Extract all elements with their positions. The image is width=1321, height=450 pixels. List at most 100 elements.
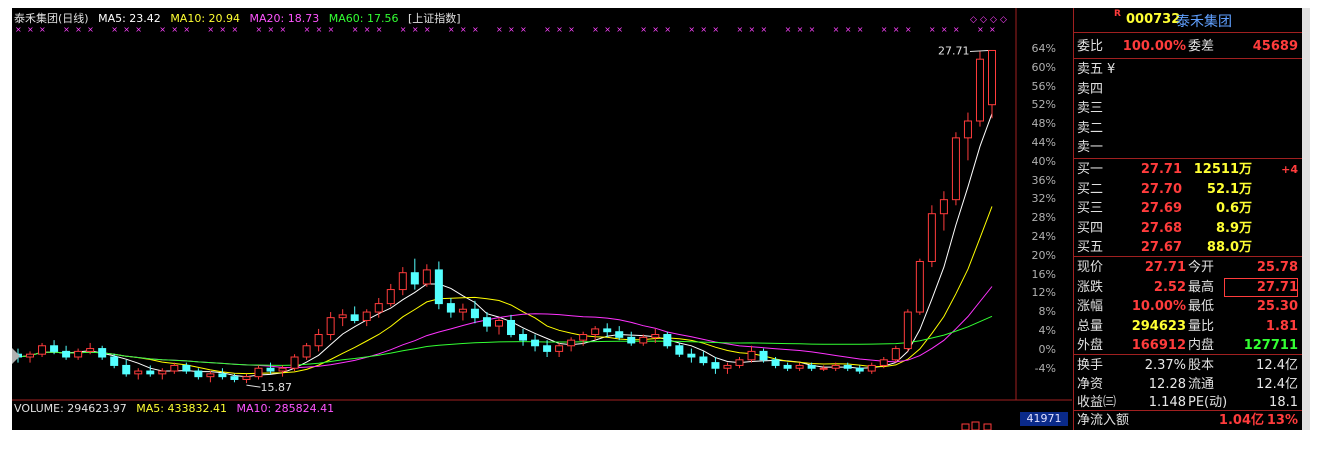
kline-chart[interactable]: × × × × × × × × × × × × × × × × × × × × × × × × × × × × × × × × × × × × × × × ×… bbox=[12, 8, 1072, 430]
candle-body[interactable] bbox=[110, 356, 119, 366]
candle-body[interactable] bbox=[963, 120, 972, 139]
buy-row[interactable]: 买三 27.69 0.6万 bbox=[1074, 199, 1302, 218]
candle-body[interactable] bbox=[314, 334, 323, 347]
candle-body[interactable] bbox=[422, 269, 431, 285]
candle-body[interactable] bbox=[326, 317, 335, 336]
sell-row[interactable]: 卖五 ¥ bbox=[1074, 60, 1302, 79]
candle-body[interactable] bbox=[927, 213, 936, 262]
candle-body[interactable] bbox=[338, 314, 347, 319]
candle-body[interactable] bbox=[230, 376, 239, 380]
candle-body[interactable] bbox=[819, 367, 828, 370]
candle-body[interactable] bbox=[434, 269, 443, 305]
candle-body[interactable] bbox=[302, 345, 311, 358]
candle-body[interactable] bbox=[494, 319, 503, 327]
candle-body[interactable] bbox=[398, 272, 407, 291]
candle-body[interactable] bbox=[134, 370, 143, 375]
candle-body[interactable] bbox=[639, 336, 648, 344]
candle-body[interactable] bbox=[843, 364, 852, 369]
candle-body[interactable] bbox=[122, 364, 131, 375]
candle-body[interactable] bbox=[278, 367, 287, 372]
signal-marker: × bbox=[941, 25, 948, 34]
candle-body[interactable] bbox=[158, 370, 167, 375]
candle-body[interactable] bbox=[711, 362, 720, 369]
candle-body[interactable] bbox=[567, 339, 576, 347]
buy-row[interactable]: 买五 27.67 88.0万 bbox=[1074, 238, 1302, 257]
index-link[interactable]: [上证指数] bbox=[407, 12, 461, 25]
buy-row[interactable]: 买一 27.71 12511万 +4 bbox=[1074, 160, 1302, 179]
candle-body[interactable] bbox=[795, 364, 804, 369]
candle-body[interactable] bbox=[146, 370, 155, 375]
candle-body[interactable] bbox=[723, 364, 732, 369]
candle-body[interactable] bbox=[62, 350, 71, 358]
candle-body[interactable] bbox=[519, 334, 528, 341]
candle-body[interactable] bbox=[867, 364, 876, 372]
candle-body[interactable] bbox=[206, 373, 215, 378]
candle-body[interactable] bbox=[663, 334, 672, 347]
candle-body[interactable] bbox=[783, 364, 792, 369]
candle-body[interactable] bbox=[915, 260, 924, 313]
candle-body[interactable] bbox=[446, 303, 455, 313]
buy-row[interactable]: 买二 27.70 52.1万 bbox=[1074, 180, 1302, 199]
candle-body[interactable] bbox=[603, 328, 612, 333]
candle-body[interactable] bbox=[374, 303, 383, 313]
candle-body[interactable] bbox=[290, 356, 299, 369]
candle-body[interactable] bbox=[759, 350, 768, 361]
candle-body[interactable] bbox=[687, 353, 696, 358]
buy-row[interactable]: 买四 27.68 8.9万 bbox=[1074, 219, 1302, 238]
candle-body[interactable] bbox=[615, 331, 624, 338]
sell-row[interactable]: 卖一 bbox=[1074, 138, 1302, 157]
candle-body[interactable] bbox=[482, 317, 491, 327]
stat-value: 2.37% bbox=[1144, 358, 1186, 373]
candle-body[interactable] bbox=[675, 345, 684, 355]
candle-body[interactable] bbox=[939, 199, 948, 215]
candle-body[interactable] bbox=[470, 308, 479, 319]
stock-code: 000732 bbox=[1126, 12, 1181, 27]
candle-body[interactable] bbox=[26, 353, 35, 358]
candle-body[interactable] bbox=[170, 364, 179, 372]
sell-row[interactable]: 卖二 bbox=[1074, 119, 1302, 138]
candle-body[interactable] bbox=[807, 364, 816, 369]
sell-row[interactable]: 卖四 bbox=[1074, 80, 1302, 99]
candle-body[interactable] bbox=[579, 334, 588, 341]
candle-body[interactable] bbox=[386, 289, 395, 305]
candle-body[interactable] bbox=[182, 364, 191, 372]
candle-body[interactable] bbox=[74, 350, 83, 358]
vertical-scrollbar[interactable] bbox=[1302, 8, 1310, 430]
candle-body[interactable] bbox=[855, 367, 864, 372]
candle-body[interactable] bbox=[543, 345, 552, 352]
candle-body[interactable] bbox=[903, 311, 912, 350]
candle-body[interactable] bbox=[507, 319, 516, 336]
candle-body[interactable] bbox=[98, 348, 107, 358]
candle-body[interactable] bbox=[651, 334, 660, 338]
candle-body[interactable] bbox=[531, 339, 540, 347]
candle-body[interactable] bbox=[771, 359, 780, 366]
candle-body[interactable] bbox=[591, 328, 600, 336]
candle-body[interactable] bbox=[362, 311, 371, 321]
stock-name[interactable]: 泰禾集团 bbox=[1176, 14, 1232, 30]
candle-body[interactable] bbox=[879, 359, 888, 366]
candle-body[interactable] bbox=[555, 345, 564, 352]
candle-body[interactable] bbox=[38, 345, 47, 355]
candle-body[interactable] bbox=[627, 336, 636, 344]
candle-body[interactable] bbox=[266, 367, 275, 372]
candle-body[interactable] bbox=[699, 356, 708, 364]
candle-body[interactable] bbox=[747, 350, 756, 361]
candle-body[interactable] bbox=[194, 370, 203, 378]
candle-body[interactable] bbox=[50, 345, 59, 352]
candle-body[interactable] bbox=[458, 308, 467, 313]
low-pointer bbox=[246, 384, 261, 388]
candle-body[interactable] bbox=[735, 359, 744, 366]
candle-body[interactable] bbox=[242, 376, 251, 380]
sell-row[interactable]: 卖三 bbox=[1074, 99, 1302, 118]
candle-body[interactable] bbox=[410, 272, 419, 285]
candle-body[interactable] bbox=[350, 314, 359, 321]
candle-body[interactable] bbox=[951, 137, 960, 201]
candle-body[interactable] bbox=[891, 348, 900, 361]
candle-body[interactable] bbox=[254, 367, 263, 378]
scroll-left-icon[interactable] bbox=[12, 348, 20, 364]
candle-body[interactable] bbox=[975, 58, 984, 122]
candle-body[interactable] bbox=[831, 364, 840, 369]
candle-body[interactable] bbox=[86, 348, 95, 352]
candle-body[interactable] bbox=[988, 49, 996, 106]
candle-body[interactable] bbox=[218, 373, 227, 378]
